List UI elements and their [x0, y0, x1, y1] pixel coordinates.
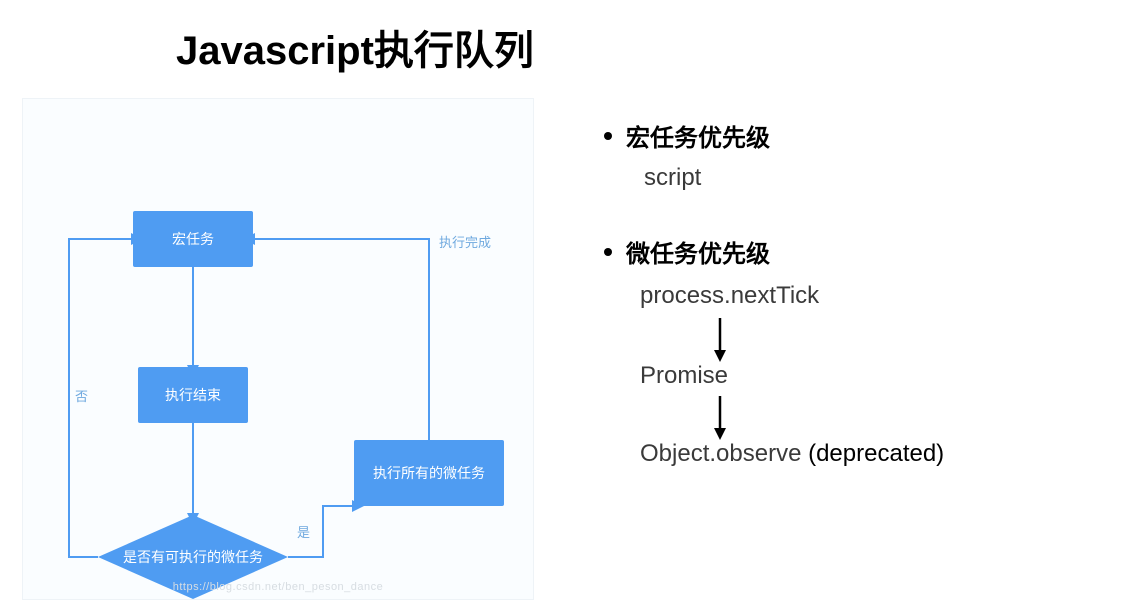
svg-text:执行所有的微任务: 执行所有的微任务	[373, 465, 485, 481]
page-title: Javascript执行队列	[176, 18, 534, 76]
bullet-macro-priority: 宏任务优先级	[604, 118, 770, 153]
macro-item-script: script	[644, 164, 701, 192]
svg-text:执行结束: 执行结束	[165, 387, 221, 403]
micro-item-nexttick: process.nextTick	[640, 282, 819, 310]
svg-text:否: 否	[75, 389, 88, 404]
micro-item-promise: Promise	[640, 362, 728, 390]
svg-text:执行完成: 执行完成	[439, 235, 491, 250]
svg-text:是否有可执行的微任务: 是否有可执行的微任务	[123, 549, 263, 565]
svg-text:宏任务: 宏任务	[172, 231, 214, 247]
bullet-label: 微任务优先级	[626, 234, 770, 269]
bullet-dot-icon	[604, 248, 612, 256]
micro-item-observe: Object.observe (deprecated)	[640, 440, 944, 468]
watermark: https://blog.csdn.net/ben_peson_dance	[173, 581, 384, 593]
flowchart-panel: 是 否 执行完成 宏任务执行结束是否有可执行的微任务 执行所有的微任务 https://…	[22, 98, 534, 600]
bullet-micro-priority: 微任务优先级	[604, 234, 770, 269]
bullet-label: 宏任务优先级	[626, 118, 770, 153]
flowchart-svg: 是 否 执行完成 宏任务执行结束是否有可执行的微任务 执行所有的微任务	[23, 99, 533, 599]
micro-item-observe-label: Object.observe	[640, 440, 801, 467]
svg-text:是: 是	[297, 525, 310, 540]
bullet-dot-icon	[604, 132, 612, 140]
deprecated-note: (deprecated)	[801, 440, 944, 467]
